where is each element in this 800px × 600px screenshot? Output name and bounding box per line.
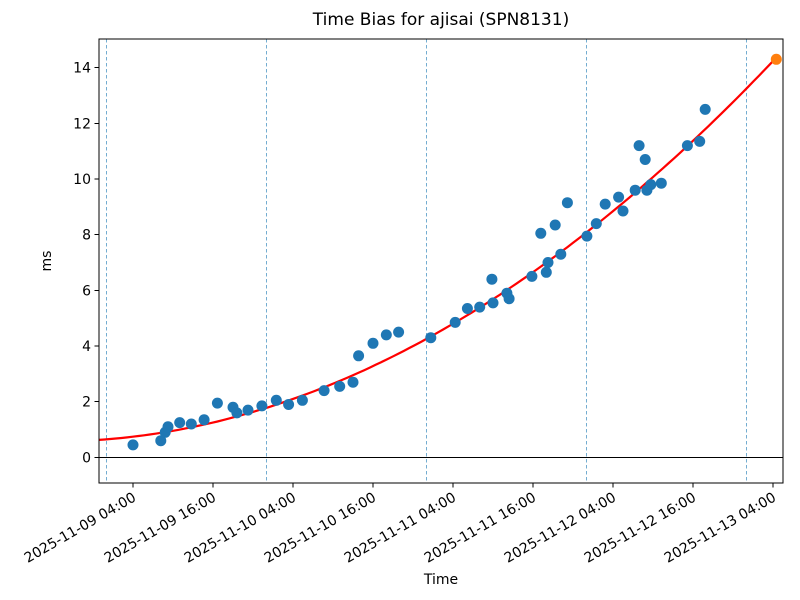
observed-bias-point: [318, 385, 330, 397]
observed-bias-point: [474, 301, 486, 313]
y-tick-label: 6: [82, 283, 91, 299]
observed-bias-point: [561, 197, 573, 209]
observed-bias-point: [613, 191, 625, 203]
observed-bias-point: [581, 230, 593, 242]
observed-bias-point: [425, 332, 437, 344]
observed-bias-point: [155, 435, 167, 447]
observed-bias-point: [393, 326, 405, 338]
plot-border: [98, 38, 784, 484]
observed-bias-point: [535, 227, 547, 239]
observed-bias-point: [174, 417, 186, 429]
y-tick-label: 4: [82, 339, 91, 355]
observed-bias-point: [503, 293, 515, 305]
observed-bias-point: [367, 337, 379, 349]
y-tick-label: 10: [73, 172, 91, 188]
observed-bias-point: [347, 376, 359, 388]
observed-bias-point: [590, 218, 602, 230]
observed-bias-point: [699, 103, 711, 115]
observed-bias-point: [449, 316, 461, 328]
observed-bias-point: [486, 273, 498, 285]
chart-title: Time Bias for ajisai (SPN8131): [312, 10, 569, 30]
y-axis-label: ms: [39, 251, 55, 272]
observed-bias-point: [185, 418, 197, 430]
observed-bias-point: [487, 297, 499, 309]
observed-bias-point: [526, 270, 538, 282]
x-axis-label: Time: [423, 572, 458, 588]
observed-bias-point: [639, 154, 651, 165]
observed-bias-point: [655, 177, 667, 189]
y-tick-label: 14: [73, 61, 91, 77]
observed-bias-point: [645, 179, 657, 191]
observed-bias-point: [231, 407, 243, 419]
y-tick-label: 12: [73, 116, 91, 132]
trend-line: [98, 57, 777, 441]
y-tick-label: 8: [82, 228, 91, 244]
observed-bias-point: [617, 205, 629, 217]
observed-bias-point: [198, 414, 210, 426]
observed-bias-point: [461, 303, 473, 314]
observed-bias-point: [270, 394, 282, 406]
observed-bias-point: [380, 329, 392, 341]
observed-bias-point: [242, 404, 254, 416]
observed-bias-point: [681, 140, 693, 152]
observed-bias-point: [256, 400, 268, 412]
observed-bias-point: [211, 397, 223, 409]
observed-bias-point: [296, 394, 308, 406]
observed-bias-point: [334, 380, 346, 392]
observed-bias-point: [555, 248, 567, 260]
observed-bias-point: [162, 421, 174, 433]
observed-bias-point: [629, 184, 641, 196]
observed-bias-point: [599, 198, 611, 210]
observed-bias-point: [542, 257, 554, 268]
observed-bias-point: [694, 135, 706, 147]
observed-bias-point: [540, 266, 552, 278]
observed-bias-point: [127, 439, 139, 451]
y-tick-label: 0: [82, 450, 91, 466]
observed-bias-point: [353, 350, 365, 362]
predicted-bias-point: [770, 53, 782, 65]
observed-bias-point: [549, 219, 561, 231]
observed-bias-point: [633, 140, 645, 152]
y-tick-label: 2: [82, 395, 91, 411]
observed-bias-point: [283, 399, 295, 410]
